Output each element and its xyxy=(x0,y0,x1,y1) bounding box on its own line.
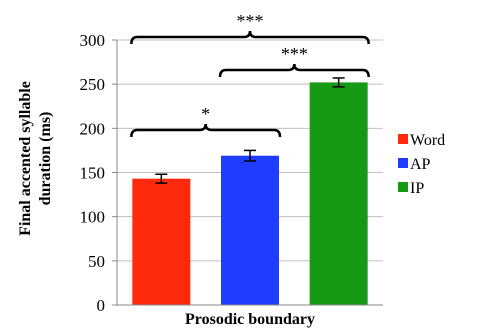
significance-bracket xyxy=(218,63,370,78)
y-tick-labels: 0 50 100 150 200 250 300 xyxy=(80,31,106,315)
legend: Word AP IP xyxy=(398,132,445,197)
bar-ap xyxy=(221,155,279,305)
y-axis-title-line: Final accented syllable xyxy=(17,81,34,236)
significance-label: *** xyxy=(237,11,264,31)
significance-label: *** xyxy=(281,44,308,64)
bar-ip xyxy=(309,82,368,306)
y-tick-label: 150 xyxy=(80,164,106,183)
y-tick-label: 0 xyxy=(97,296,106,315)
legend-label-word: Word xyxy=(410,132,445,149)
x-axis-title: Prosodic boundary xyxy=(185,311,315,328)
y-tick-label: 50 xyxy=(88,252,105,271)
significance-brackets: ******* xyxy=(130,11,370,138)
bar-word xyxy=(132,178,191,305)
legend-label-ap: AP xyxy=(410,156,431,173)
legend-label-ip: IP xyxy=(410,180,424,197)
y-tick-label: 250 xyxy=(80,75,106,94)
y-tick-label: 300 xyxy=(80,31,106,50)
legend-swatch-word xyxy=(398,134,408,144)
bars xyxy=(132,82,368,306)
error-bars xyxy=(155,77,345,184)
legend-swatch-ip xyxy=(398,182,408,192)
y-tick-label: 100 xyxy=(80,208,106,227)
significance-bracket xyxy=(130,30,370,45)
y-axis-title-group: Final accented syllable duration (ms) xyxy=(17,81,54,236)
y-axis-title: Final accented syllable duration (ms) xyxy=(17,81,54,236)
y-tick-label: 200 xyxy=(80,119,106,138)
significance-label: * xyxy=(201,104,210,124)
significance-bracket xyxy=(130,123,282,138)
legend-swatch-ap xyxy=(398,158,408,168)
y-axis-title-line: duration (ms) xyxy=(37,112,54,206)
